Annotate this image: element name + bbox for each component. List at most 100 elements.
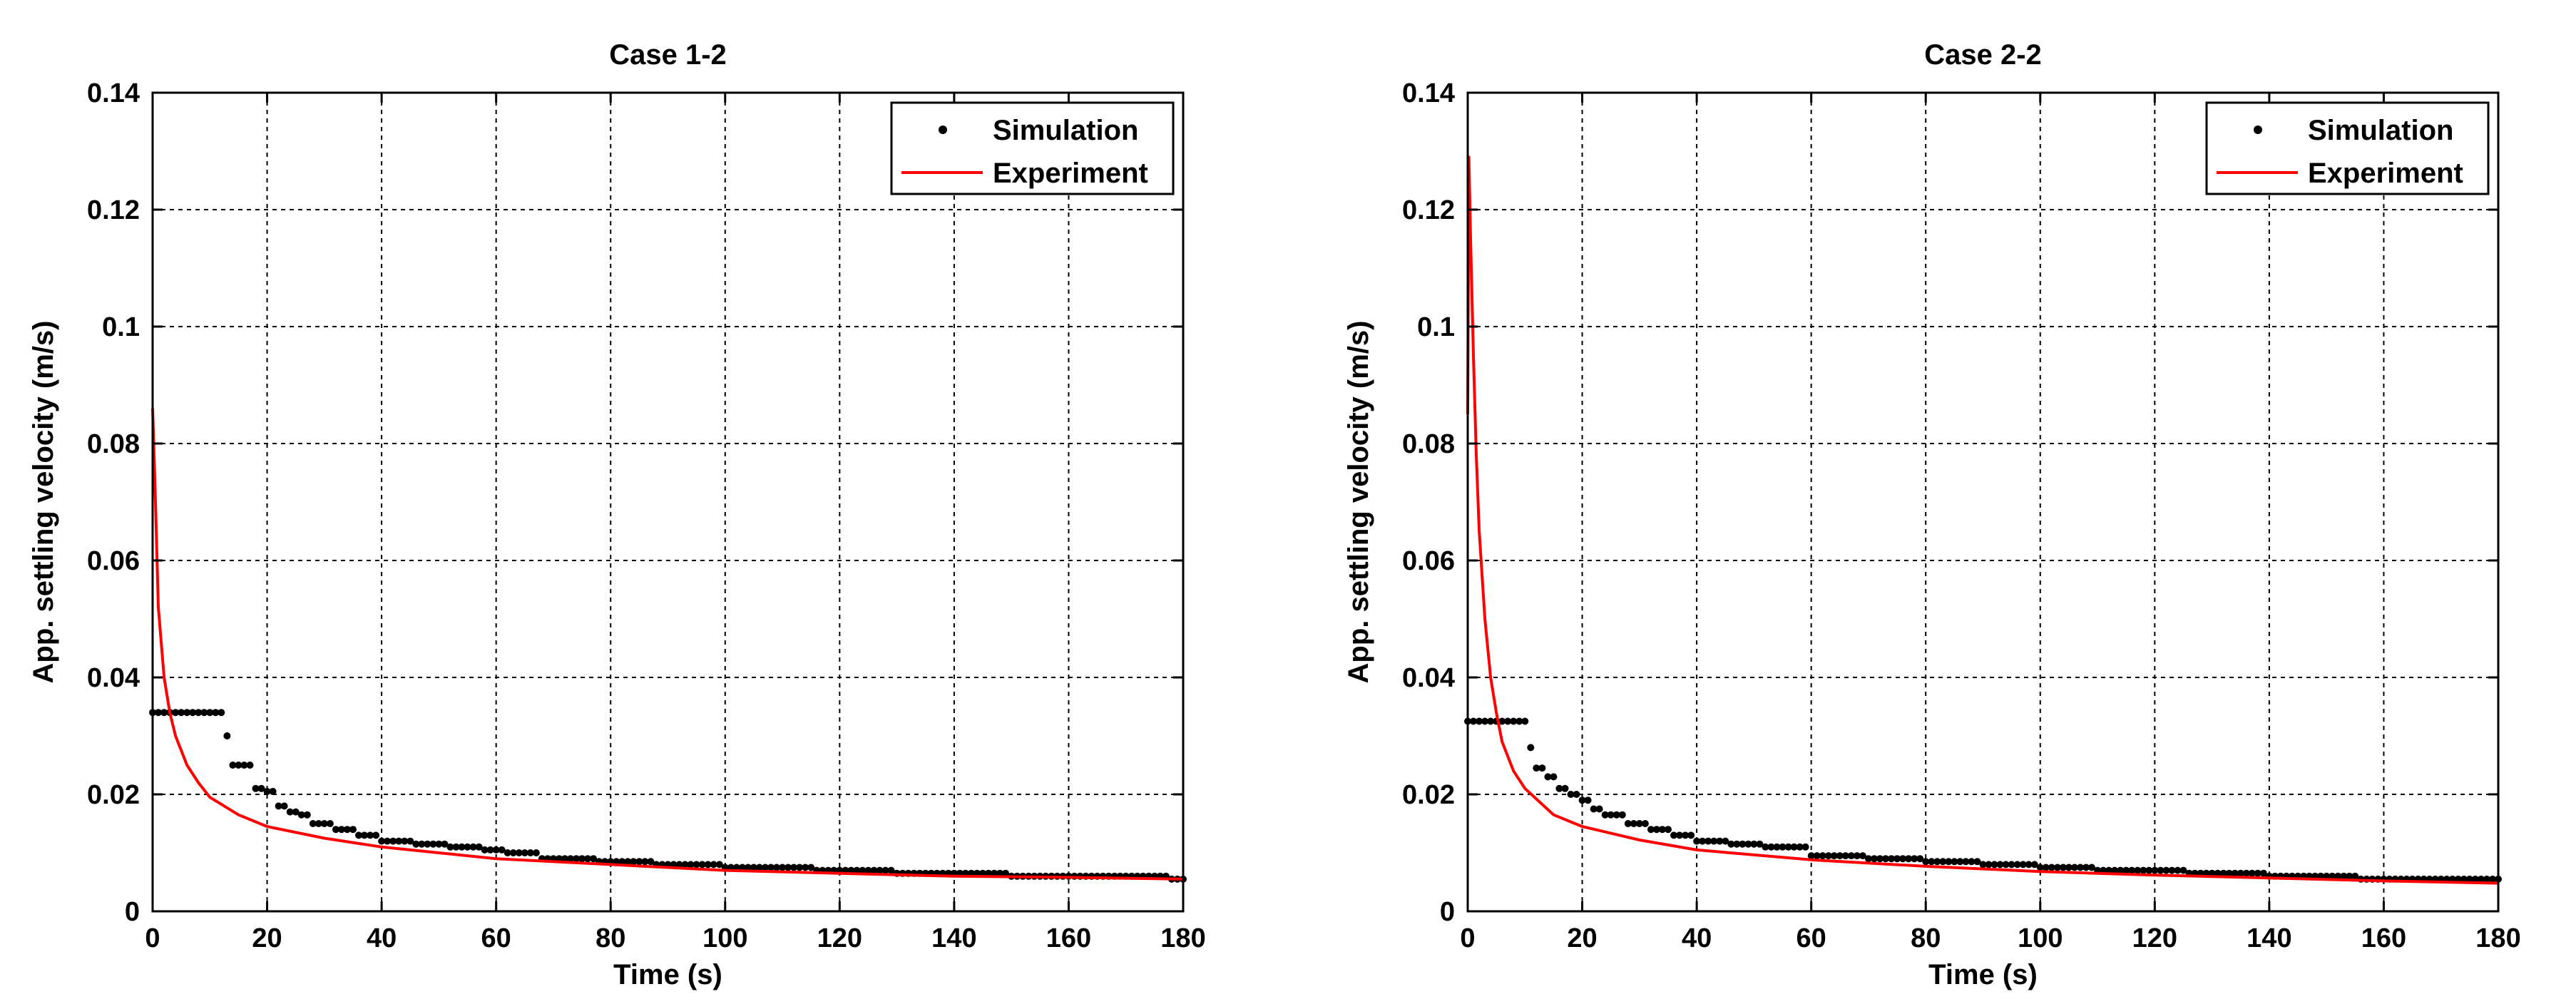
- simulation-point: [1687, 831, 1695, 839]
- simulation-point: [1933, 858, 1941, 866]
- simulation-point: [618, 858, 626, 866]
- simulation-point: [870, 866, 878, 874]
- x-tick-label: 140: [931, 923, 976, 953]
- simulation-point: [1813, 852, 1821, 860]
- simulation-point: [2077, 864, 2084, 871]
- simulation-point: [767, 864, 775, 871]
- simulation-point: [498, 846, 506, 854]
- simulation-point: [1750, 840, 1758, 848]
- simulation-point: [2465, 875, 2473, 883]
- x-tick-label: 160: [2361, 923, 2406, 953]
- legend-label-simulation: Simulation: [2308, 115, 2453, 146]
- simulation-point: [378, 837, 386, 845]
- simulation-point: [692, 861, 700, 869]
- simulation-point: [2483, 875, 2490, 883]
- legend: Simulation Experiment: [890, 101, 1175, 195]
- simulation-point: [1504, 717, 1512, 725]
- y-tick-label: 0.06: [1402, 546, 1455, 576]
- simulation-point: [1595, 805, 1603, 813]
- simulation-point: [275, 802, 282, 810]
- simulation-point: [2025, 861, 2033, 869]
- simulation-point: [172, 709, 180, 717]
- simulation-point: [2168, 866, 2176, 874]
- simulation-point: [1990, 861, 1998, 869]
- simulation-point: [263, 787, 271, 795]
- simulation-point: [195, 709, 203, 717]
- simulation-point: [1973, 858, 1981, 866]
- simulation-point: [1527, 744, 1535, 752]
- simulation-point: [2117, 866, 2125, 874]
- simulation-point: [1951, 858, 1958, 866]
- simulation-point: [2471, 875, 2479, 883]
- legend-label-experiment: Experiment: [2308, 158, 2463, 189]
- simulation-point: [876, 866, 884, 874]
- simulation-point: [532, 849, 540, 856]
- simulation-point: [1819, 852, 1826, 860]
- simulation-point: [2162, 866, 2170, 874]
- simulation-point: [2111, 866, 2119, 874]
- simulation-point: [2151, 866, 2159, 874]
- simulation-point: [200, 709, 208, 717]
- simulation-point: [1618, 811, 1626, 819]
- y-tick-label: 0.12: [1402, 195, 1455, 225]
- simulation-point: [2248, 869, 2256, 877]
- simulation-point: [160, 709, 168, 717]
- x-tick-label: 40: [367, 923, 397, 953]
- simulation-point: [590, 855, 598, 863]
- simulation-point: [2174, 866, 2182, 874]
- x-tick-label: 80: [596, 923, 625, 953]
- simulation-point: [1893, 855, 1901, 863]
- simulation-point: [1916, 855, 1924, 863]
- simulation-point: [1962, 858, 1970, 866]
- axes-box: [151, 91, 1185, 913]
- simulation-point: [206, 709, 214, 717]
- simulation-point: [2134, 866, 2142, 874]
- simulation-point: [1601, 811, 1609, 819]
- simulation-point: [1899, 855, 1907, 863]
- simulation-point: [762, 864, 769, 871]
- simulation-point: [315, 820, 322, 827]
- simulation-point: [864, 866, 872, 874]
- simulation-point: [1555, 784, 1563, 792]
- simulation-point: [1882, 855, 1889, 863]
- x-tick-label: 180: [1160, 923, 1205, 953]
- simulation-point: [796, 864, 804, 871]
- simulation-point: [2013, 861, 2021, 869]
- simulation-point: [859, 866, 867, 874]
- simulation-point: [504, 849, 511, 856]
- x-tick-label: 100: [702, 923, 747, 953]
- simulation-point: [1590, 805, 1598, 813]
- simulation-point: [635, 858, 643, 866]
- simulation-point: [1939, 858, 1947, 866]
- x-tick-label: 120: [2132, 923, 2177, 953]
- y-axis-label: App. settling velocity (m/s): [28, 321, 59, 684]
- simulation-point: [1470, 717, 1477, 725]
- simulation-point: [624, 858, 632, 866]
- simulation-point: [2048, 864, 2055, 871]
- simulation-point: [1716, 837, 1724, 845]
- simulation-point: [1864, 855, 1872, 863]
- simulation-point: [1945, 858, 1953, 866]
- simulation-point: [469, 843, 477, 851]
- simulation-point: [2489, 875, 2496, 883]
- x-tick-label: 120: [817, 923, 862, 953]
- simulation-point: [1801, 843, 1809, 851]
- simulation-point: [424, 840, 431, 848]
- simulation-point: [2053, 864, 2061, 871]
- simulation-point: [183, 709, 191, 717]
- y-tick-label: 0: [125, 897, 140, 927]
- simulation-point: [412, 840, 420, 848]
- simulation-point: [1710, 837, 1718, 845]
- simulation-point: [573, 855, 581, 863]
- simulation-point: [1796, 843, 1804, 851]
- simulation-point: [458, 843, 466, 851]
- simulation-point: [1635, 820, 1643, 827]
- chart-panel-1: 0 20 40 60 80 100 120 140 160 180 0 0.02 0.04 0.06 0.0…: [28, 39, 1206, 990]
- simulation-point: [2219, 869, 2227, 877]
- simulation-point: [1550, 773, 1558, 781]
- simulation-point: [1790, 843, 1798, 851]
- simulation-point: [486, 846, 494, 854]
- simulation-point: [578, 855, 586, 863]
- simulation-point: [2140, 866, 2147, 874]
- simulation-point: [240, 762, 248, 769]
